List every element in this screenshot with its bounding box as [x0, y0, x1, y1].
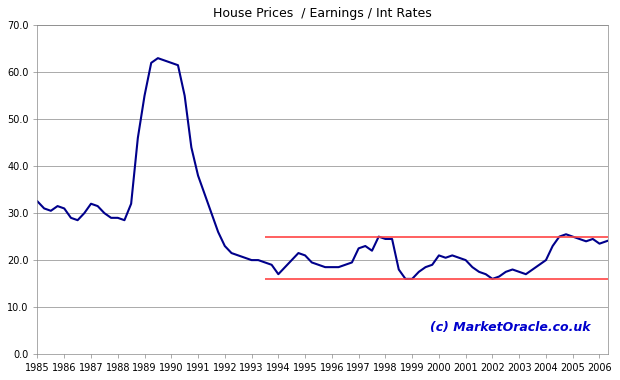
- Title: House Prices  / Earnings / Int Rates: House Prices / Earnings / Int Rates: [213, 7, 432, 20]
- Text: (c) MarketOracle.co.uk: (c) MarketOracle.co.uk: [430, 321, 590, 334]
